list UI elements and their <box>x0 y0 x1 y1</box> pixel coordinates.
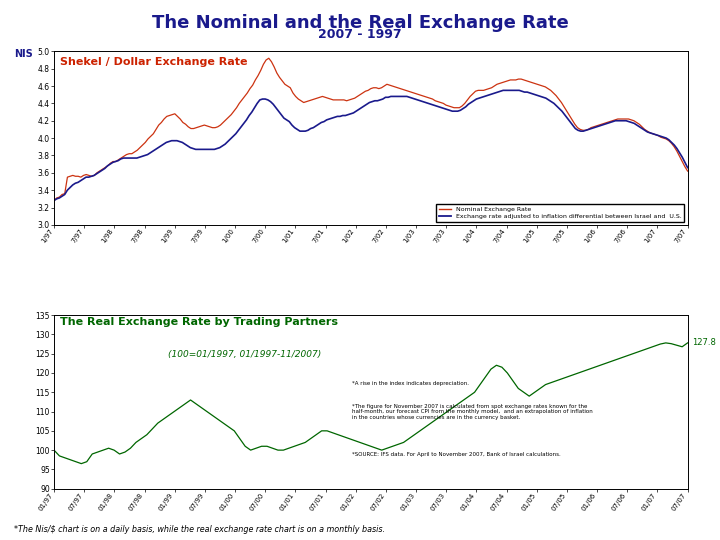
Text: NIS: NIS <box>14 49 33 59</box>
Text: 127.8: 127.8 <box>692 339 716 347</box>
Text: *The Nis/$ chart is on a daily basis, while the real exchange rate chart is on a: *The Nis/$ chart is on a daily basis, wh… <box>14 524 385 534</box>
Legend: Nominal Exchange Rate, Exchange rate adjusted to inflation differential between : Nominal Exchange Rate, Exchange rate adj… <box>436 204 685 222</box>
Text: The Nominal and the Real Exchange Rate: The Nominal and the Real Exchange Rate <box>152 14 568 31</box>
Text: (100=01/1997, 01/1997-11/2007): (100=01/1997, 01/1997-11/2007) <box>168 350 321 359</box>
Text: The Real Exchange Rate by Trading Partners: The Real Exchange Rate by Trading Partne… <box>60 317 338 327</box>
Text: *A rise in the index indicates depreciation.: *A rise in the index indicates depreciat… <box>352 381 469 386</box>
Text: 2007 - 1997: 2007 - 1997 <box>318 28 402 41</box>
Text: *SOURCE: IFS data. For April to November 2007, Bank of Israel calculations.: *SOURCE: IFS data. For April to November… <box>352 453 561 457</box>
Text: Shekel / Dollar Exchange Rate: Shekel / Dollar Exchange Rate <box>60 57 248 66</box>
Text: *The figure for November 2007 is calculated from spot exchange rates known for t: *The figure for November 2007 is calcula… <box>352 404 593 420</box>
